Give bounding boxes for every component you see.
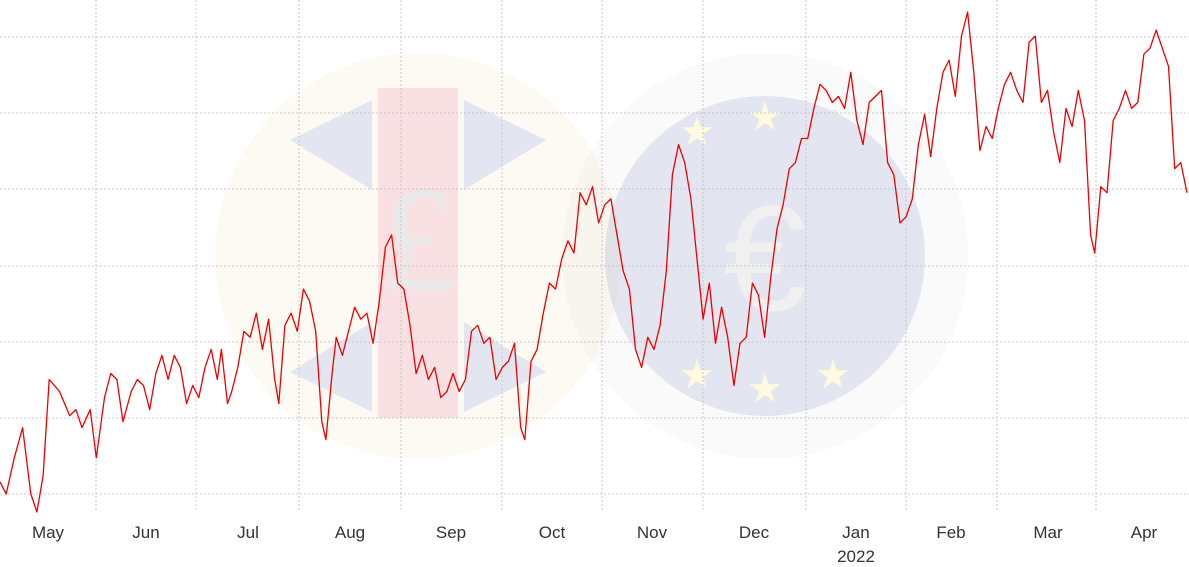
x-tick-jul: Jul xyxy=(237,523,259,542)
x-axis-tick-labels: May Jun Jul Aug Sep Oct Nov Dec Jan Feb Mar Apr xyxy=(32,523,1158,542)
vertical-gridlines xyxy=(95,0,1097,512)
x-tick-jun: Jun xyxy=(132,523,159,542)
x-tick-mar: Mar xyxy=(1033,523,1063,542)
x-tick-may: May xyxy=(32,523,65,542)
x-tick-sep: Sep xyxy=(436,523,466,542)
svg-text:★: ★ xyxy=(747,95,783,139)
svg-text:★: ★ xyxy=(679,110,715,154)
svg-text:★: ★ xyxy=(679,353,715,397)
svg-text:★: ★ xyxy=(747,367,783,411)
euro-coin-icon: € ★ ★ ★ ★ ★ xyxy=(562,53,968,459)
x-tick-aug: Aug xyxy=(335,523,365,542)
x-axis-year-label: 2022 xyxy=(837,547,875,566)
svg-text:€: € xyxy=(723,174,806,342)
pound-coin-icon: £ xyxy=(215,53,621,459)
x-tick-oct: Oct xyxy=(539,523,566,542)
x-tick-feb: Feb xyxy=(936,523,965,542)
series-line xyxy=(0,11,1188,513)
svg-text:£: £ xyxy=(381,157,456,323)
x-tick-jan: Jan xyxy=(842,523,869,542)
x-tick-nov: Nov xyxy=(637,523,668,542)
x-tick-apr: Apr xyxy=(1131,523,1158,542)
x-tick-dec: Dec xyxy=(739,523,770,542)
svg-text:★: ★ xyxy=(815,353,851,397)
